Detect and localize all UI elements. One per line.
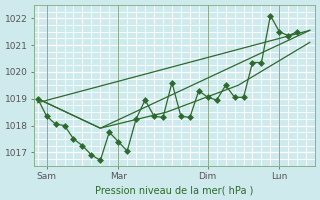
X-axis label: Pression niveau de la mer( hPa ): Pression niveau de la mer( hPa ) bbox=[95, 185, 254, 195]
